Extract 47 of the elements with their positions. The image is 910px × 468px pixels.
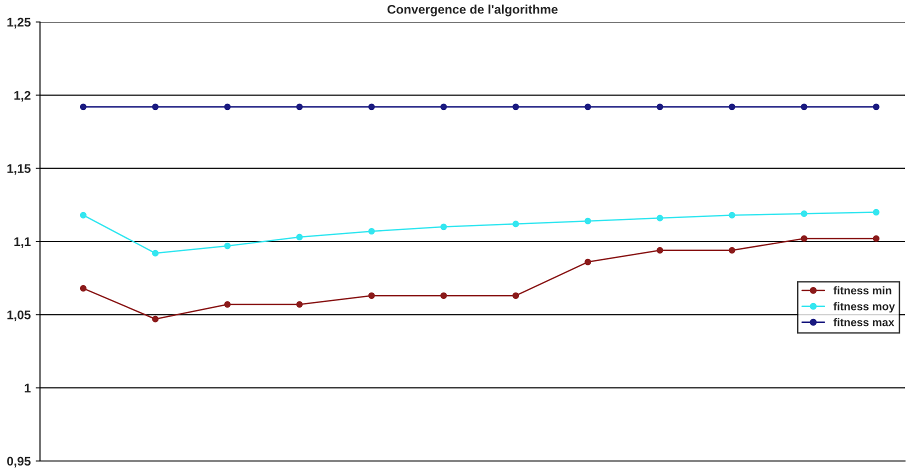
- point: [224, 301, 231, 308]
- legend-label: fitness min: [833, 286, 892, 294]
- y-tick-label: 1,1: [14, 237, 31, 248]
- point: [296, 234, 303, 240]
- chart-title: Convergence de l'algorithme: [387, 4, 558, 16]
- point: [872, 104, 880, 110]
- point: [296, 301, 303, 308]
- point: [152, 104, 159, 110]
- point: [656, 104, 664, 110]
- point: [728, 212, 736, 218]
- point: [800, 104, 808, 110]
- point: [152, 316, 159, 322]
- point: [872, 235, 880, 242]
- point: [440, 292, 447, 299]
- y-tick-label: 1,05: [7, 310, 31, 322]
- legend-label: fitness moy: [833, 302, 895, 313]
- point: [584, 218, 592, 224]
- y-tick-label: 0,95: [7, 456, 31, 468]
- point: [584, 104, 592, 110]
- point: [512, 292, 520, 299]
- point: [368, 228, 375, 235]
- point: [80, 104, 87, 110]
- y-tick-label: 1: [24, 384, 31, 392]
- point: [296, 104, 303, 110]
- point: [872, 208, 880, 216]
- point: [728, 104, 736, 110]
- point: [224, 104, 231, 110]
- point: [800, 210, 808, 217]
- point: [800, 235, 808, 242]
- point: [80, 212, 87, 218]
- y-tick-label: 1,25: [7, 18, 31, 28]
- y-tick-label: 1,2: [14, 90, 30, 102]
- point: [584, 258, 592, 266]
- point: [512, 104, 520, 110]
- y-tick-label: 1,15: [7, 164, 31, 175]
- point: [728, 246, 736, 254]
- point: [224, 242, 231, 250]
- point: [512, 220, 520, 228]
- point: [152, 250, 159, 257]
- legend-label: fitness max: [833, 318, 894, 326]
- point: [368, 104, 375, 110]
- point: [440, 104, 447, 110]
- point: [656, 246, 664, 254]
- point: [656, 214, 664, 222]
- point: [368, 292, 375, 299]
- point: [80, 285, 87, 292]
- point: [440, 224, 447, 230]
